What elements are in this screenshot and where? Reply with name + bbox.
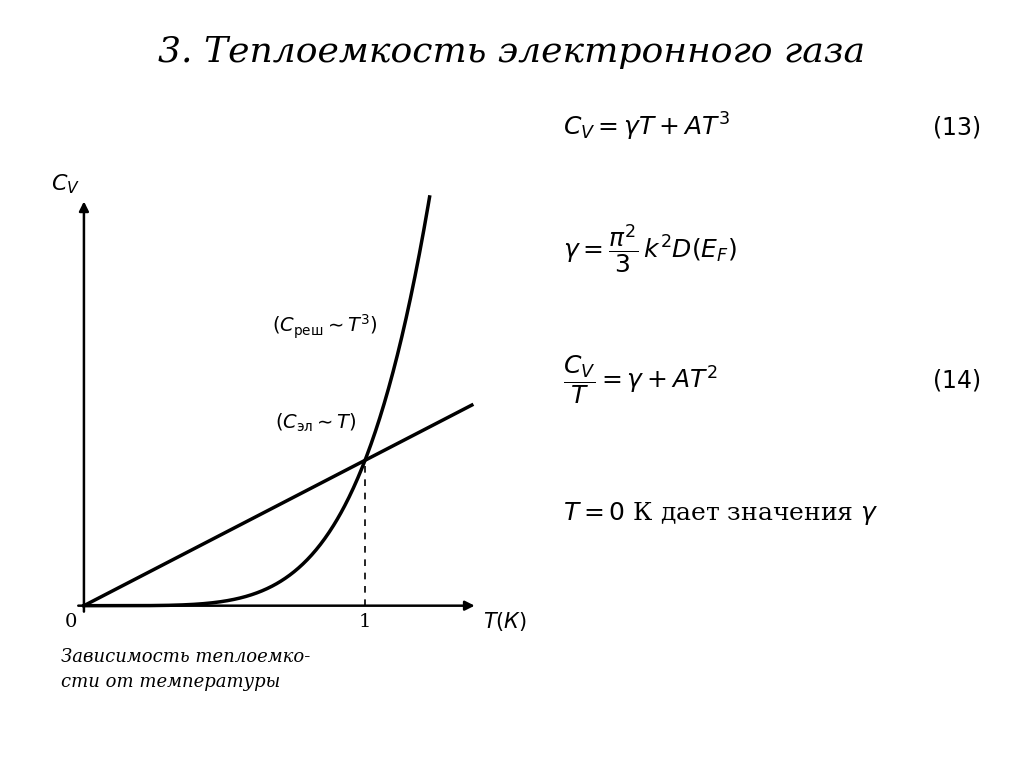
Text: $T = 0$ К дает значения $\gamma$: $T = 0$ К дает значения $\gamma$ bbox=[563, 500, 879, 528]
Text: 1: 1 bbox=[358, 613, 372, 630]
Text: 3. Теплоемкость электронного газа: 3. Теплоемкость электронного газа bbox=[159, 35, 865, 68]
Text: $(13)$: $(13)$ bbox=[932, 114, 980, 140]
Text: $\dfrac{C_V}{T} = \gamma + AT^2$: $\dfrac{C_V}{T} = \gamma + AT^2$ bbox=[563, 354, 718, 406]
Text: Зависимость теплоемко-: Зависимость теплоемко- bbox=[61, 648, 311, 666]
Text: $(C_{\mathit{\rm{эл}}}{\sim}T)$: $(C_{\mathit{\rm{эл}}}{\sim}T)$ bbox=[275, 411, 357, 433]
Text: $\gamma = \dfrac{\pi^2}{3}\,k^2 D(E_F)$: $\gamma = \dfrac{\pi^2}{3}\,k^2 D(E_F)$ bbox=[563, 222, 737, 276]
Text: 0: 0 bbox=[66, 613, 78, 630]
Text: $(14)$: $(14)$ bbox=[932, 367, 980, 393]
Text: $(C_{\mathit{\rm{реш}}}{\sim}T^3)$: $(C_{\mathit{\rm{реш}}}{\sim}T^3)$ bbox=[272, 312, 378, 341]
Text: $T(\mathit{К})$: $T(\mathit{К})$ bbox=[483, 611, 527, 634]
Text: $C_V$: $C_V$ bbox=[51, 172, 80, 196]
Text: $C_V = \gamma T + AT^3$: $C_V = \gamma T + AT^3$ bbox=[563, 110, 730, 143]
Text: сти от температуры: сти от температуры bbox=[61, 673, 281, 691]
